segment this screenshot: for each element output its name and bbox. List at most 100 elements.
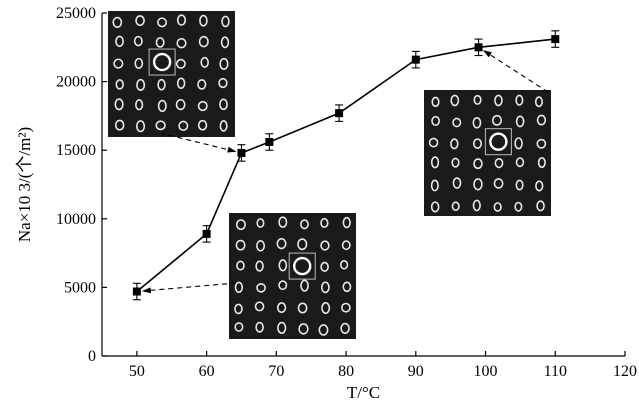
cell xyxy=(320,240,330,251)
cell xyxy=(537,157,546,169)
cell xyxy=(536,138,547,149)
cell xyxy=(176,14,187,26)
cell xyxy=(219,120,228,132)
cell xyxy=(278,216,288,228)
x-tick-label: 90 xyxy=(408,363,424,380)
cell xyxy=(219,57,229,70)
cell xyxy=(536,114,547,126)
cell xyxy=(341,302,351,313)
cell xyxy=(134,57,144,70)
cell xyxy=(133,35,143,47)
cell xyxy=(112,16,123,29)
cell xyxy=(298,323,309,335)
arrow-line xyxy=(484,50,549,93)
cell xyxy=(450,94,460,107)
cell-frame xyxy=(148,48,176,76)
cell xyxy=(255,321,264,333)
arrow-line xyxy=(159,132,235,152)
cell xyxy=(199,14,208,27)
cell xyxy=(113,58,124,69)
cell xyxy=(431,96,440,108)
x-tick-label: 100 xyxy=(474,363,498,380)
cell xyxy=(493,178,504,189)
cell xyxy=(451,201,460,212)
cell xyxy=(278,280,288,291)
cell-large xyxy=(489,132,508,151)
inset-background xyxy=(108,11,235,137)
arrow-head xyxy=(141,287,152,294)
cell xyxy=(157,17,168,28)
cell xyxy=(218,77,228,89)
series-line xyxy=(136,38,556,293)
cell xyxy=(115,35,124,48)
x-axis-label: T/°C xyxy=(347,383,380,402)
cell xyxy=(450,138,459,150)
cell xyxy=(197,100,208,112)
cell xyxy=(514,201,523,212)
y-axis-label: Na×10 3/(个/m²) xyxy=(15,127,34,242)
cell xyxy=(451,157,460,168)
cell xyxy=(472,138,483,149)
cell xyxy=(320,217,329,229)
cell xyxy=(452,177,462,189)
cell xyxy=(197,79,207,90)
cell xyxy=(320,261,329,272)
cell xyxy=(219,98,228,111)
cell xyxy=(514,137,523,150)
cell xyxy=(176,77,186,89)
cell-large xyxy=(293,256,312,276)
cell xyxy=(320,281,330,294)
cell xyxy=(342,281,352,293)
cell xyxy=(430,156,440,169)
y-tick-label: 0 xyxy=(88,348,96,365)
cell xyxy=(452,117,462,128)
x-tick-label: 70 xyxy=(268,363,284,380)
cell xyxy=(297,238,308,251)
micrograph-insets xyxy=(108,11,551,339)
cell-large xyxy=(152,52,172,72)
cell xyxy=(342,216,351,229)
y-tick-label: 25000 xyxy=(56,5,96,22)
cell xyxy=(235,239,246,251)
cell xyxy=(534,96,543,108)
cell xyxy=(321,302,331,315)
x-tick-label: 80 xyxy=(338,363,354,380)
data-point xyxy=(474,43,483,52)
cell xyxy=(473,158,483,170)
cell xyxy=(135,15,145,27)
cell xyxy=(136,120,146,133)
cell xyxy=(198,35,209,48)
y-tick-label: 15000 xyxy=(56,142,96,159)
micrograph-mid-temp xyxy=(229,213,356,339)
cell xyxy=(255,260,264,272)
x-tick-label: 110 xyxy=(544,363,567,380)
y-tick-label: 5000 xyxy=(64,279,96,296)
cell xyxy=(114,98,124,111)
cell xyxy=(157,99,167,113)
cell xyxy=(234,322,244,332)
micrograph-low-temp xyxy=(108,11,235,137)
cell xyxy=(155,120,166,131)
cell xyxy=(473,178,483,191)
cell xyxy=(236,260,245,271)
cell xyxy=(135,99,144,111)
cell xyxy=(472,199,481,212)
cell xyxy=(175,58,186,69)
cell xyxy=(473,94,482,105)
arrow-line xyxy=(143,282,237,292)
cell xyxy=(515,94,524,106)
cell xyxy=(276,238,287,250)
cell xyxy=(491,114,503,126)
cell xyxy=(256,283,266,293)
cell xyxy=(178,120,189,132)
cell xyxy=(256,218,265,228)
cell xyxy=(197,119,208,131)
cell xyxy=(472,117,482,129)
x-tick-label: 60 xyxy=(199,363,215,380)
inset-background xyxy=(424,90,551,216)
cell xyxy=(221,15,230,28)
cell xyxy=(200,56,209,68)
cell xyxy=(155,37,165,48)
inset-background xyxy=(229,213,356,339)
